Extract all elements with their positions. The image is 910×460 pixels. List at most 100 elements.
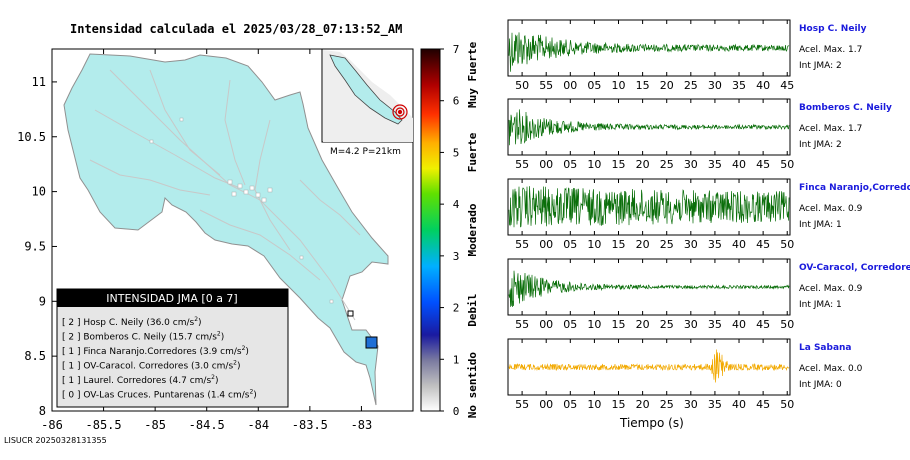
footer-code: LISUCR 20250328131355 (4, 436, 107, 445)
time-tick-label: 15 (612, 398, 626, 411)
colorbar-tick-label: 3 (453, 250, 460, 263)
station-int-jma: Int JMA: 2 (799, 140, 842, 150)
station-int-jma: Int JMA: 1 (799, 300, 842, 310)
seismogram-panel: 50 55 00 05 10 15 20 25 30 35 40 45 (507, 19, 794, 92)
time-tick-label: 15 (636, 79, 650, 92)
legend-title: INTENSIDAD JMA [0 a 7] (106, 292, 237, 305)
seismogram-panel: 55 00 05 10 15 20 25 30 35 40 45 50 (507, 178, 794, 251)
y-tick-label: 10.5 (17, 130, 46, 144)
time-tick-label: 55 (515, 398, 529, 411)
colorbar (420, 48, 441, 412)
time-tick-label: 20 (660, 79, 674, 92)
time-tick-label: 30 (708, 79, 722, 92)
city-points (149, 117, 334, 304)
x-tick-label: -83 (351, 418, 373, 432)
time-tick-label: 00 (539, 318, 553, 331)
legend-entries: [ 2 ] Hosp C. Neily (36.0 cm/s2) [ 2 ] Bo… (62, 316, 257, 401)
time-tick-label: 30 (684, 158, 698, 171)
time-tick-label: 40 (732, 238, 746, 251)
colorbar-tick-label: 0 (453, 405, 460, 418)
station-name: La Sabana (799, 343, 852, 353)
station-int-jma: Int JMA: 0 (799, 380, 842, 390)
station-name: Hosp C. Neily (799, 24, 867, 34)
time-tick-label: 20 (636, 398, 650, 411)
time-tick-label: 30 (684, 398, 698, 411)
colorbar-tick-label: 1 (453, 353, 460, 366)
time-tick-label: 10 (612, 79, 626, 92)
station-marker-small (347, 310, 354, 317)
station-int-jma: Int JMA: 2 (799, 61, 842, 71)
legend-entry: [ 1 ] Finca Naranjo.Corredores (3.9 cm/s… (62, 345, 249, 357)
colorbar-tick-label: 5 (453, 146, 460, 159)
time-tick-label: 20 (636, 318, 650, 331)
colorbar-ticks: 7 6 5 4 3 2 1 0 (440, 43, 460, 418)
time-tick-label: 25 (660, 158, 674, 171)
time-tick-label: 45 (780, 79, 794, 92)
colorbar-categories: Muy Fuerte Fuerte Moderado Debil No sentido (466, 41, 479, 418)
time-tick-label: 50 (780, 318, 794, 331)
time-tick-label: 15 (612, 238, 626, 251)
time-tick-label: 35 (708, 398, 722, 411)
time-tick-label: 55 (515, 238, 529, 251)
intensity-map: -86 -85.5 -85 -84.5 -84 -83.5 -831110.5109.598… (17, 41, 479, 432)
time-tick-label: 45 (756, 238, 770, 251)
time-tick-label: 35 (708, 318, 722, 331)
seismogram-panel: 55 00 05 10 15 20 25 30 35 40 45 50 (507, 258, 794, 331)
time-tick-label: 00 (539, 158, 553, 171)
x-tick-label: -85 (144, 418, 166, 432)
time-tick-label: 10 (587, 398, 601, 411)
y-tick-label: 9.5 (24, 239, 46, 253)
time-tick-label: 20 (636, 238, 650, 251)
time-axis-label: Tiempo (s) (620, 416, 684, 430)
seismogram-trace (508, 109, 790, 146)
time-tick-label: 20 (636, 158, 650, 171)
legend-title-bar (57, 289, 288, 307)
legend-entry: [ 1 ] OV-Caracol. Corredores (3.0 cm/s2) (62, 360, 240, 372)
epicenter-station-marker (365, 336, 378, 349)
legend-entry: [ 2 ] Bomberos C. Neily (15.7 cm/s2) (62, 331, 224, 343)
time-tick-label: 45 (756, 318, 770, 331)
station-int-jma: Int JMA: 1 (799, 220, 842, 230)
station-acel-max: Acel. Max. 1.7 (799, 45, 863, 55)
time-tick-label: 10 (587, 318, 601, 331)
station-name: OV-Caracol, Corredores (799, 263, 910, 273)
time-tick-label: 10 (587, 238, 601, 251)
seismogram-trace (508, 32, 790, 72)
time-tick-label: 15 (612, 318, 626, 331)
time-tick-label: 05 (587, 79, 601, 92)
seismogram-trace (508, 270, 790, 308)
time-tick-label: 35 (708, 158, 722, 171)
time-tick-label: 45 (756, 158, 770, 171)
x-tick-label: -84 (247, 418, 269, 432)
time-tick-label: 15 (612, 158, 626, 171)
time-tick-label: 55 (515, 158, 529, 171)
inset-map (321, 48, 414, 143)
time-tick-label: 50 (780, 238, 794, 251)
map-title: Intensidad calculada el 2025/03/28_07:13… (70, 22, 403, 36)
seismogram-trace (508, 349, 790, 383)
colorbar-category: Fuerte (466, 132, 479, 172)
time-tick-label: 05 (563, 318, 577, 331)
colorbar-category: Muy Fuerte (466, 41, 479, 108)
seismogram-panel: 55 00 05 10 15 20 25 30 35 40 45 50 (507, 98, 794, 171)
time-tick-label: 30 (684, 318, 698, 331)
colorbar-tick-label: 2 (453, 302, 460, 315)
time-tick-label: 40 (732, 318, 746, 331)
time-tick-label: 25 (660, 318, 674, 331)
time-tick-label: 05 (563, 398, 577, 411)
station-acel-max: Acel. Max. 0.9 (799, 204, 863, 214)
colorbar-tick-label: 7 (453, 43, 460, 56)
time-tick-label: 50 (515, 79, 529, 92)
map-frame (51, 48, 414, 412)
y-tick-label: 10 (32, 185, 46, 199)
costa-rica-land (63, 53, 389, 406)
x-tick-label: -85.5 (86, 418, 122, 432)
map-ticks: -86 -85.5 -85 -84.5 -84 -83.5 -83 11 10.5 10 9.5 9 8… (17, 49, 372, 432)
x-tick-label: -84.5 (189, 418, 225, 432)
time-tick-label: 25 (684, 79, 698, 92)
time-tick-label: 00 (539, 398, 553, 411)
y-tick-label: 9 (39, 294, 46, 308)
time-tick-label: 30 (684, 238, 698, 251)
time-tick-label: 25 (660, 238, 674, 251)
